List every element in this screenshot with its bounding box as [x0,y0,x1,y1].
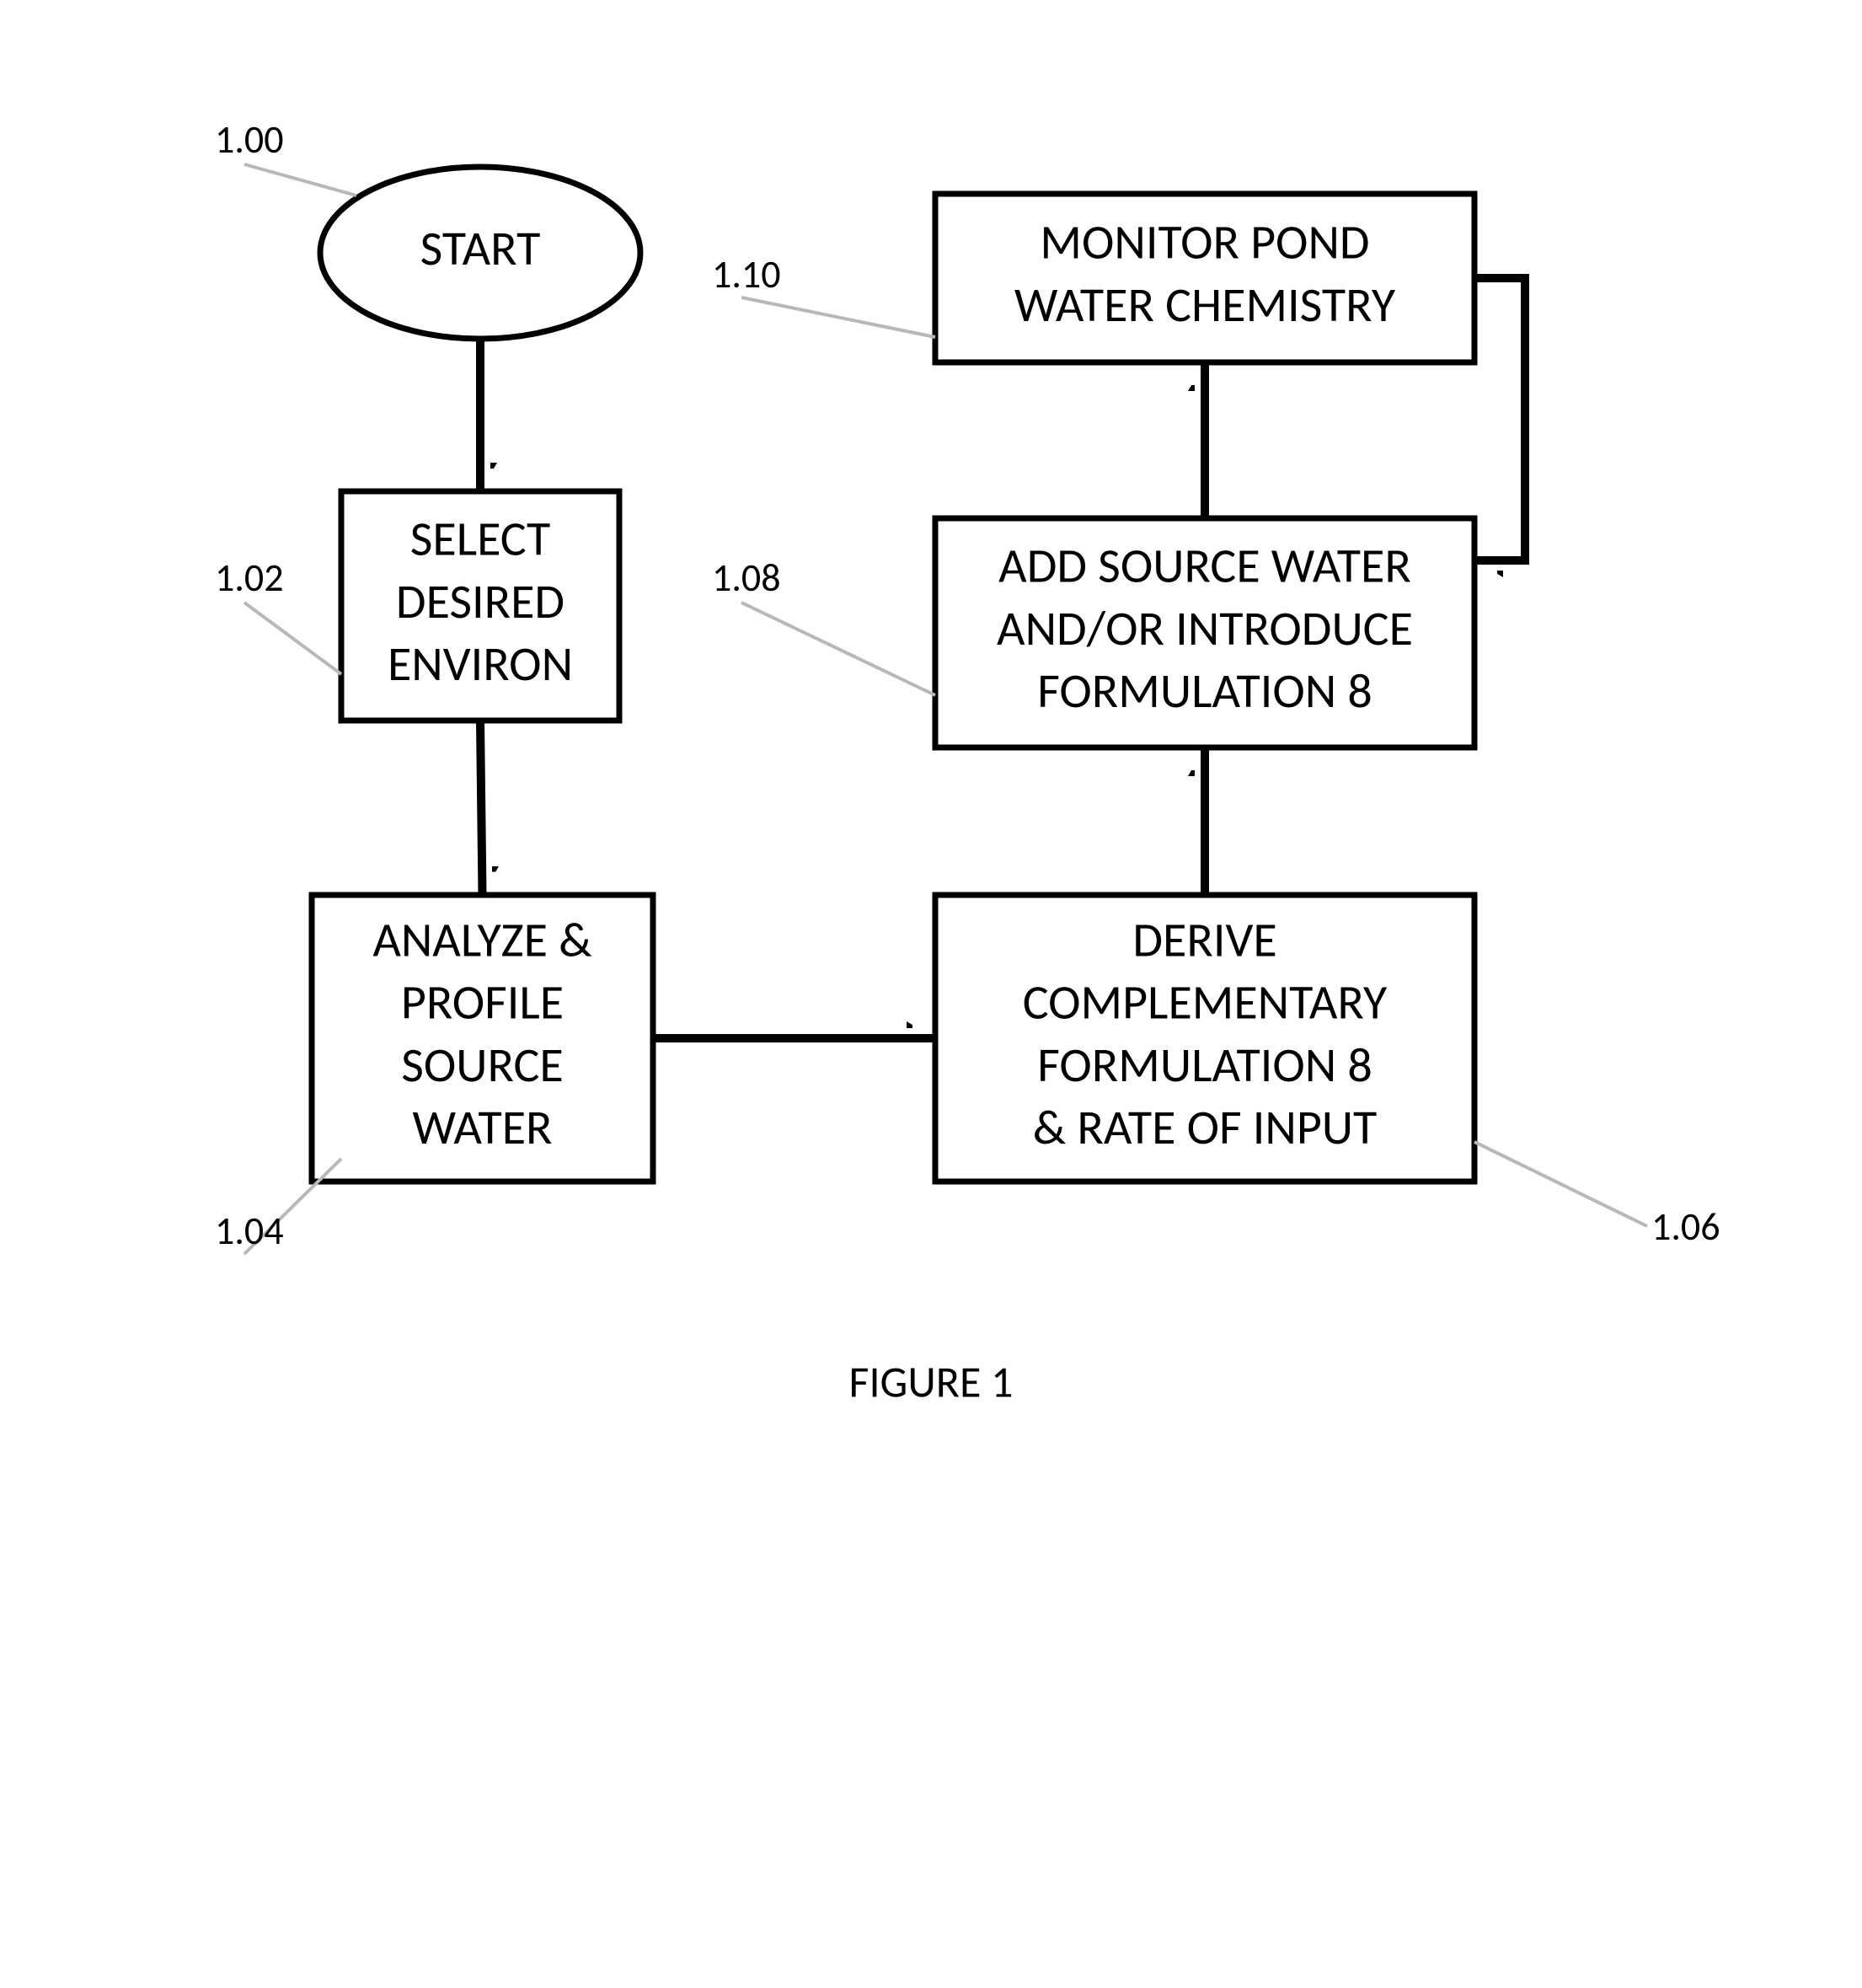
node-add: ADD SOURCE WATERAND/OR INTRODUCEFORMULAT… [935,518,1474,748]
node-monitor: MONITOR PONDWATER CHEMISTRY [935,194,1474,362]
node-derive-line-2: FORMULATION 8 [1037,1035,1372,1095]
node-derive: DERIVECOMPLEMENTARYFORMULATION 8& RATE O… [935,895,1474,1182]
callout-line-1.02 [244,603,341,674]
callout-line-1.10 [741,297,935,337]
node-add-line-0: ADD SOURCE WATER [998,536,1411,596]
node-analyze: ANALYZE &PROFILESOURCEWATER [312,895,653,1182]
node-select-line-0: SELECT [410,509,550,569]
node-add-line-1: AND/OR INTRODUCE [997,598,1413,658]
node-derive-line-0: DERIVE [1132,909,1276,969]
node-start-line-0: START [420,218,541,278]
node-analyze-line-1: PROFILE [401,973,564,1032]
node-select: SELECTDESIREDENVIRON [341,491,619,721]
node-add-line-2: FORMULATION 8 [1037,661,1372,721]
node-monitor-line-0: MONITOR POND [1040,212,1369,272]
node-select-line-2: ENVIRON [388,634,573,694]
callout-label-1.00: 1.00 [215,116,284,163]
node-analyze-line-3: WATER [412,1097,552,1157]
node-analyze-line-0: ANALYZE & [372,909,592,969]
node-select-line-1: DESIRED [396,571,564,631]
figure-caption: FIGURE 1 [849,1354,1014,1408]
callout-label-1.10: 1.10 [712,251,781,298]
callout-line-1.00 [244,164,356,196]
edge-select-analyze [480,721,483,895]
flowchart: START SELECTDESIREDENVIRON ANALYZE &PROFIL… [0,0,1862,1988]
node-derive-line-3: & RATE OF INPUT [1033,1097,1378,1157]
callout-label-1.04: 1.04 [215,1208,284,1255]
node-derive-line-1: COMPLEMENTARY [1023,973,1388,1032]
callout-line-1.08 [741,603,935,695]
callout-label-1.06: 1.06 [1651,1203,1720,1251]
node-monitor-line-1: WATER CHEMISTRY [1014,275,1396,335]
callout-line-1.06 [1474,1142,1647,1226]
node-start: START [320,167,640,339]
callout-label-1.02: 1.02 [215,555,284,602]
callout-label-1.08: 1.08 [712,555,781,602]
node-analyze-line-2: SOURCE [401,1035,564,1095]
edge-feedback-monitor-add [1474,278,1525,560]
